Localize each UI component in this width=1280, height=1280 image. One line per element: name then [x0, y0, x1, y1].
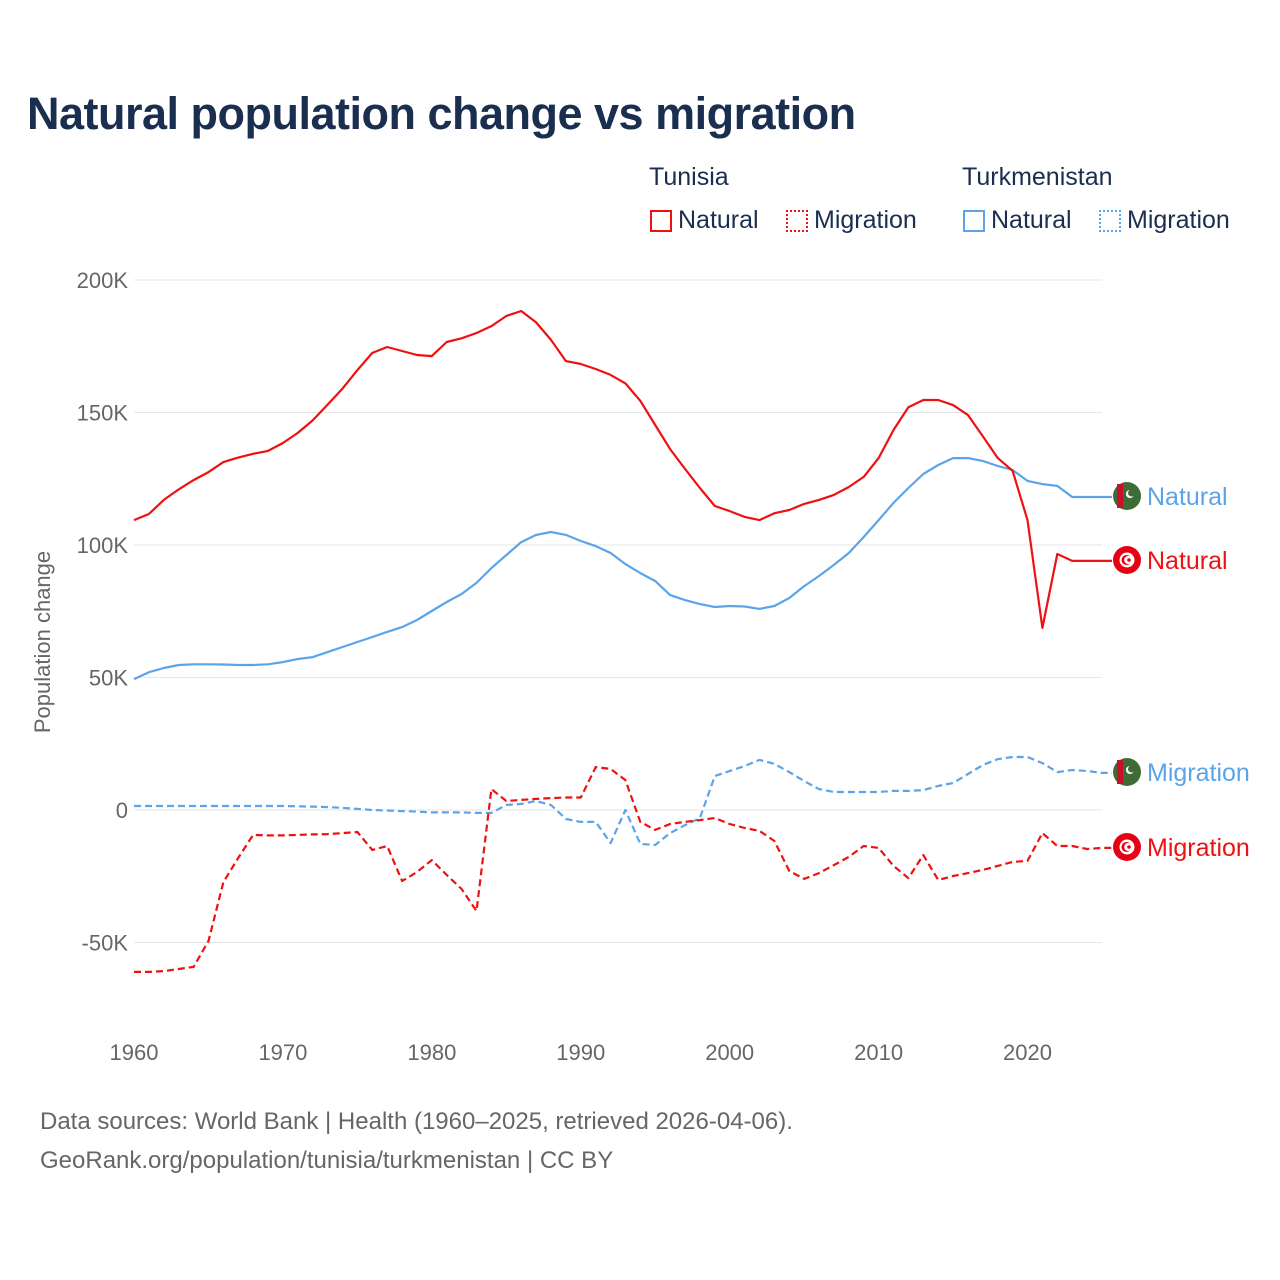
- legend-turkmenistan-migration[interactable]: Migration: [1099, 206, 1230, 235]
- series-line-turkmenistan-migration: [134, 755, 1112, 847]
- y-tick-label: 100K: [77, 533, 129, 558]
- series-end-label: Natural: [1147, 483, 1228, 511]
- series-line-turkmenistan-natural: [133, 457, 1112, 681]
- footer-sources: Data sources: World Bank | Health (1960–…: [40, 1108, 793, 1135]
- x-tick-label: 2000: [705, 1040, 754, 1065]
- legend-tunisia-migration[interactable]: Migration: [786, 206, 917, 235]
- legend-tunisia-natural[interactable]: Natural: [650, 206, 759, 235]
- legend-label: Natural: [678, 206, 759, 234]
- series-end-label: Migration: [1147, 834, 1250, 862]
- x-tick-label: 1990: [556, 1040, 605, 1065]
- x-tick-label: 1960: [110, 1040, 159, 1065]
- series-line-tunisia-migration: [134, 765, 1112, 974]
- series-line-tunisia-natural: [133, 309, 1112, 630]
- legend-swatch-solid: [650, 209, 672, 232]
- y-tick-label: -50K: [82, 931, 129, 956]
- x-tick-label: 1970: [258, 1040, 307, 1065]
- y-tick-label: 200K: [77, 268, 129, 293]
- legend-swatch-solid: [963, 209, 985, 232]
- y-tick-label: 50K: [89, 666, 128, 691]
- turkmenistan-flag-icon: [1113, 482, 1141, 510]
- series-end-label: Migration: [1147, 759, 1250, 787]
- footer-url[interactable]: GeoRank.org/population/tunisia/turkmenis…: [40, 1147, 614, 1174]
- legend-group-tunisia: Tunisia: [649, 163, 729, 191]
- legend-swatch-dotted: [786, 209, 808, 232]
- legend-turkmenistan-natural[interactable]: Natural: [963, 206, 1072, 235]
- tunisia-flag-icon: [1113, 546, 1141, 574]
- y-axis-label: Population change: [30, 551, 55, 733]
- chart-title: Natural population change vs migration: [27, 88, 856, 139]
- x-tick-label: 2020: [1003, 1040, 1052, 1065]
- turkmenistan-flag-icon: [1113, 758, 1141, 786]
- legend-swatch-dotted: [1099, 209, 1121, 232]
- y-tick-label: 150K: [77, 401, 129, 426]
- legend-group-turkmenistan: Turkmenistan: [962, 163, 1113, 191]
- legend-label: Migration: [814, 206, 917, 234]
- legend-label: Natural: [991, 206, 1072, 234]
- y-tick-label: 0: [116, 798, 128, 823]
- x-tick-label: 2010: [854, 1040, 903, 1065]
- series-end-label: Natural: [1147, 547, 1228, 575]
- tunisia-flag-icon: [1113, 833, 1141, 861]
- legend-label: Migration: [1127, 206, 1230, 234]
- x-tick-label: 1980: [407, 1040, 456, 1065]
